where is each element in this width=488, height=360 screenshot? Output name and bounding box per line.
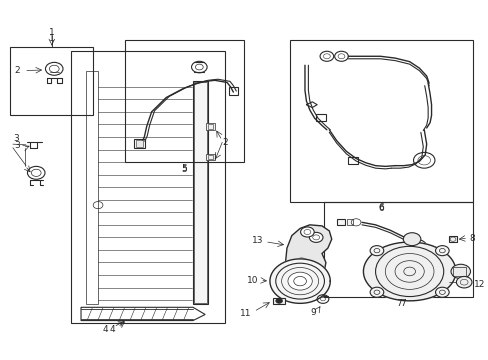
Text: 3: 3 bbox=[14, 141, 20, 150]
Bar bbox=[124, 40, 244, 162]
Bar bbox=[10, 47, 93, 116]
Circle shape bbox=[435, 287, 448, 297]
Text: 11: 11 bbox=[240, 309, 251, 318]
Text: 9: 9 bbox=[310, 308, 316, 317]
Bar bbox=[324, 202, 472, 297]
Text: 6: 6 bbox=[378, 204, 384, 213]
Bar bbox=[136, 140, 142, 147]
Bar bbox=[134, 139, 144, 148]
Circle shape bbox=[287, 272, 312, 290]
Polygon shape bbox=[285, 225, 331, 280]
Text: 6: 6 bbox=[378, 203, 384, 212]
Text: 10: 10 bbox=[247, 276, 258, 285]
Circle shape bbox=[275, 298, 282, 303]
Bar bbox=[194, 82, 206, 303]
Polygon shape bbox=[81, 307, 205, 320]
Text: 5: 5 bbox=[181, 165, 187, 174]
Text: 2: 2 bbox=[15, 66, 20, 75]
Bar bbox=[228, 87, 238, 95]
Text: 5: 5 bbox=[181, 164, 187, 173]
Text: 13: 13 bbox=[252, 237, 263, 246]
Text: 4: 4 bbox=[102, 325, 108, 334]
Bar bbox=[206, 154, 214, 160]
Bar bbox=[207, 125, 213, 129]
Bar bbox=[86, 71, 98, 304]
Text: 7: 7 bbox=[395, 298, 401, 307]
Circle shape bbox=[403, 233, 420, 246]
Bar bbox=[447, 236, 456, 242]
Circle shape bbox=[369, 246, 383, 256]
Bar bbox=[71, 51, 224, 323]
Bar bbox=[273, 298, 285, 304]
Circle shape bbox=[450, 264, 469, 279]
Text: 3: 3 bbox=[13, 134, 19, 143]
Text: 1: 1 bbox=[49, 34, 55, 43]
Bar bbox=[206, 123, 214, 130]
Circle shape bbox=[309, 232, 323, 242]
Circle shape bbox=[455, 276, 471, 288]
Circle shape bbox=[435, 246, 448, 256]
Text: 8: 8 bbox=[468, 234, 474, 243]
Bar bbox=[193, 81, 207, 304]
Polygon shape bbox=[269, 259, 329, 303]
Text: 12: 12 bbox=[473, 280, 484, 289]
Circle shape bbox=[369, 287, 383, 297]
Bar bbox=[347, 157, 357, 164]
Bar bbox=[452, 267, 465, 276]
Bar bbox=[336, 220, 345, 225]
Bar bbox=[207, 155, 213, 159]
Text: 2: 2 bbox=[222, 138, 227, 147]
Text: 7: 7 bbox=[400, 299, 406, 308]
Circle shape bbox=[294, 258, 308, 268]
Text: 1: 1 bbox=[49, 28, 55, 37]
Bar bbox=[290, 40, 472, 202]
Bar bbox=[316, 114, 325, 121]
Text: 4: 4 bbox=[110, 325, 115, 334]
Bar bbox=[346, 220, 352, 225]
Circle shape bbox=[300, 227, 314, 237]
Polygon shape bbox=[363, 242, 455, 301]
